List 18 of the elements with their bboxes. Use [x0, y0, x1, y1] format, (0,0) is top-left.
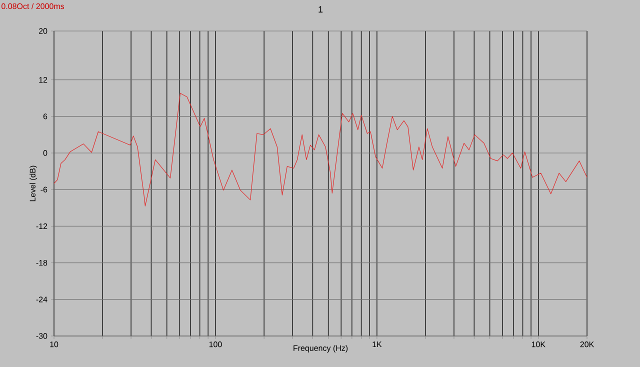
y-tick-label: -24: [36, 296, 48, 302]
y-tick-label: 6: [43, 114, 48, 120]
y-tick-label: -12: [36, 223, 48, 229]
y-tick-label: 0: [43, 150, 48, 156]
x-tick-label: 20K: [580, 342, 594, 348]
x-tick-label: 10: [50, 342, 58, 348]
x-tick-label: 10K: [532, 342, 546, 348]
text: 0.08Oct / 2000ms: [2, 3, 64, 10]
chart-title: 1: [318, 6, 323, 12]
y-tick-label: 20: [38, 28, 48, 34]
y-tick-label: 12: [39, 77, 48, 83]
y-axis-title: Level (dB): [30, 166, 38, 202]
x-tick-label: 1K: [372, 342, 382, 348]
y-tick-label: -6: [40, 186, 48, 192]
x-axis-title: Frequency (Hz): [294, 345, 348, 353]
x-tick-label: 100: [209, 342, 222, 348]
y-tick-label: -18: [36, 260, 48, 266]
y-tick-label: -30: [36, 333, 48, 339]
